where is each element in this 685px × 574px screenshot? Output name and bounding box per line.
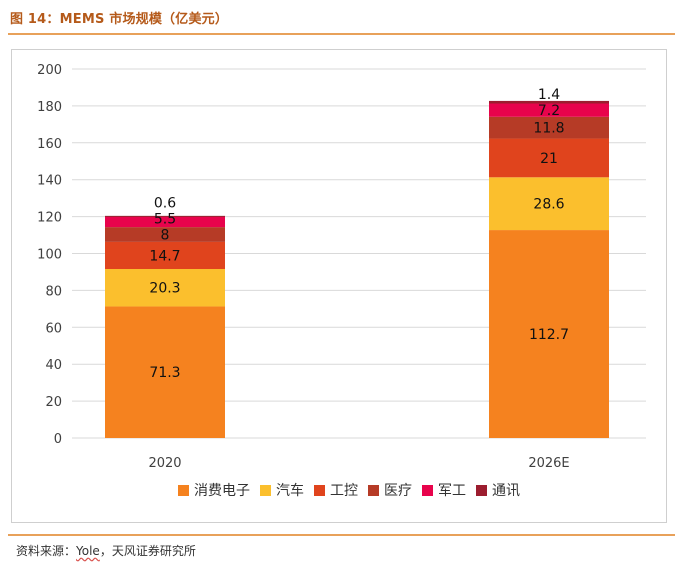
- y-tick-label: 20: [45, 395, 62, 410]
- data-label: 28.6: [533, 197, 564, 213]
- bar-segment: [489, 100, 609, 104]
- legend-label: 消费电子: [194, 483, 250, 499]
- y-tick-label: 100: [37, 248, 62, 263]
- bar-segment: [105, 216, 225, 228]
- bars-layer: [105, 100, 609, 438]
- data-label: 20.3: [149, 281, 180, 297]
- legend-label: 工控: [330, 483, 358, 499]
- legend-swatch: [368, 485, 379, 496]
- y-tick-label: 140: [37, 174, 62, 189]
- bar-segment: [105, 227, 225, 242]
- data-label: 5.5: [154, 211, 176, 227]
- y-tick-label: 180: [37, 100, 62, 115]
- y-tick-label: 0: [54, 432, 62, 447]
- legend-label: 汽车: [276, 482, 304, 499]
- data-label: 0.6: [154, 195, 176, 211]
- figure-title: 图 14：MEMS 市场规模（亿美元）: [10, 12, 229, 27]
- bar-segment: [489, 177, 609, 231]
- source-prefix: 资料来源：: [16, 544, 77, 558]
- data-label: 71.3: [149, 365, 180, 381]
- chart-frame: 0 20 40 60 80 100 120 140 160 180 200 71.3 20.3 14.7…: [11, 49, 667, 523]
- x-axis-ticks: 2020 2026E: [148, 456, 569, 471]
- data-label: 11.8: [533, 121, 564, 137]
- title-divider: [8, 33, 675, 35]
- x-tick-label: 2020: [148, 456, 181, 471]
- legend-label: 军工: [438, 483, 466, 499]
- legend-swatch: [476, 485, 487, 496]
- data-labels-layer: 71.3 20.3 14.7 85.50.6 112.7 28.6 21 11.8 7.21.4: [149, 87, 569, 381]
- y-tick-label: 200: [37, 63, 62, 78]
- source-vendor: Yole: [76, 544, 100, 558]
- legend-swatch: [178, 485, 189, 496]
- source-divider: [8, 534, 675, 536]
- bar-segment: [105, 268, 225, 307]
- data-label: 14.7: [149, 248, 180, 264]
- stacked-bar-chart: 0 20 40 60 80 100 120 140 160 180 200 71.3 20.3 14.7…: [37, 63, 646, 499]
- bar-segment: [105, 241, 225, 269]
- legend-swatch: [422, 485, 433, 496]
- bar-segment: [489, 103, 609, 117]
- data-label: 21: [540, 151, 558, 167]
- legend: 消费电子 汽车 工控 医疗 军工 通讯: [178, 482, 520, 499]
- data-label: 8: [161, 227, 170, 243]
- y-tick-label: 40: [45, 358, 62, 373]
- legend-label: 通讯: [492, 483, 520, 499]
- y-axis-ticks: 0 20 40 60 80 100 120 140 160 180 200: [37, 63, 62, 447]
- source-suffix: ，天风证券研究所: [99, 544, 196, 558]
- legend-label: 医疗: [384, 483, 412, 499]
- source-note: 资料来源：Yole，天风证券研究所: [16, 542, 196, 559]
- x-tick-label: 2026E: [528, 456, 569, 471]
- y-tick-label: 160: [37, 137, 62, 152]
- data-label: 1.4: [538, 87, 560, 103]
- legend-swatch: [314, 485, 325, 496]
- data-label: 7.2: [538, 103, 560, 119]
- bar-segment: [489, 138, 609, 178]
- y-tick-label: 80: [45, 284, 62, 299]
- bar-segment: [105, 306, 225, 438]
- legend-swatch: [260, 485, 271, 496]
- bar-segment: [489, 116, 609, 139]
- bar-segment: [105, 215, 225, 217]
- data-label: 112.7: [529, 327, 569, 343]
- bar-segment: [489, 230, 609, 438]
- y-tick-label: 120: [37, 211, 62, 226]
- y-tick-label: 60: [45, 321, 62, 336]
